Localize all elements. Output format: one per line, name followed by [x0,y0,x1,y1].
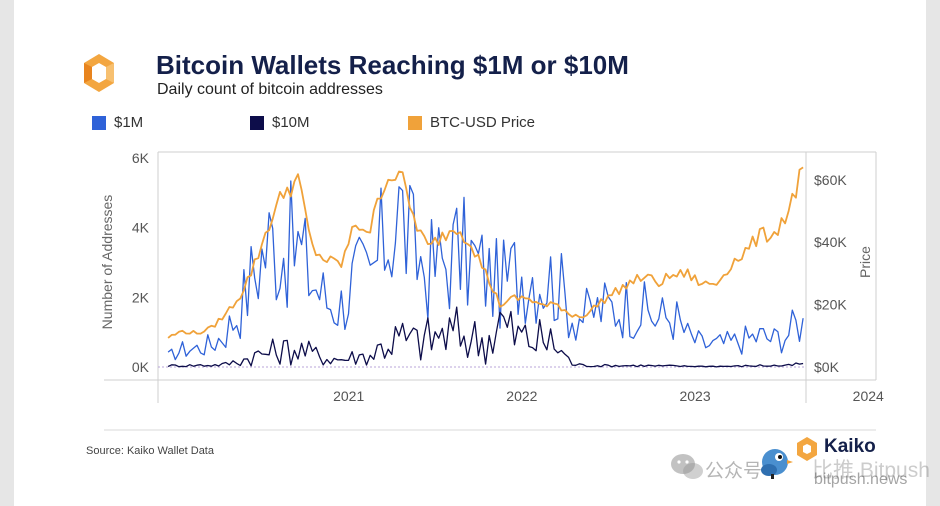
y-tick-label: 6K [132,150,150,166]
chart-subtitle: Daily count of bitcoin addresses [157,81,383,98]
kaiko-logo-icon [84,54,114,92]
kaiko-brand-icon [797,437,817,461]
y2-tick-label: $60K [814,172,847,188]
legend-swatch-1m [92,116,106,130]
plot-frame [104,151,877,431]
legend-swatch-10m [250,116,264,130]
y-tick-label: 4K [132,220,150,236]
legend-swatch-btc-price [408,116,422,130]
legend-label-btc-price: BTC-USD Price [430,114,536,131]
series-line-1m [167,180,804,361]
kaiko-brand: Kaiko [824,436,876,457]
watermark-brand: 比推 Bitpush [812,459,930,482]
axis-layer: 0K 2K 4K 6K $0K $20K $40K $60K 2021 2022 2023 2024 N… [99,150,884,404]
y-axis-title: Number of Addresses [99,195,115,330]
series-line-10m [167,306,804,368]
wechat-icon [671,454,703,479]
x-tick-label: 2023 [679,388,710,404]
x-tick-label: 2021 [333,388,364,404]
y2-tick-label: $20K [814,297,847,313]
y2-axis-title: Price [857,246,873,278]
legend-label-10m: $10M [272,114,310,131]
x-tick-label: 2024 [853,388,884,404]
x-tick-label: 2022 [506,388,537,404]
y2-tick-label: $0K [814,359,840,375]
chart-title: Bitcoin Wallets Reaching $1M or $10M [156,50,629,80]
y-tick-label: 2K [132,289,150,305]
source-note: Source: Kaiko Wallet Data [86,445,214,457]
y-tick-label: 0K [132,359,150,375]
watermark-chinese: 公众号 · [705,461,774,482]
y2-tick-label: $40K [814,234,847,250]
bird-mascot-icon [761,449,793,479]
legend-label-1m: $1M [114,114,144,131]
series-line-btc-price [167,166,804,339]
series-layer [167,166,804,368]
watermark-url: bitpush.news [814,471,908,488]
